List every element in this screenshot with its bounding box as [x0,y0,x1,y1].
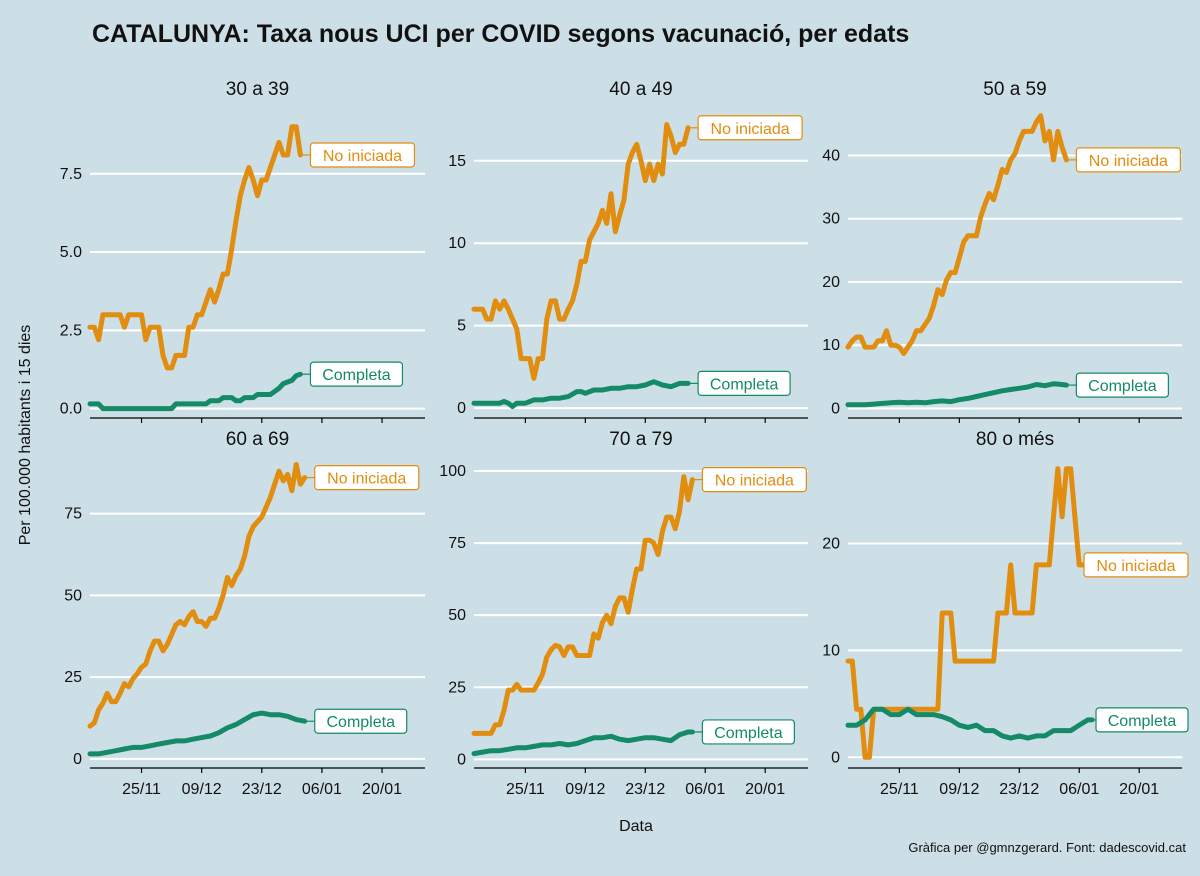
y-tick-label: 50 [64,587,82,604]
panel-title: 50 a 59 [983,79,1046,100]
y-tick-label: 0 [831,401,840,418]
y-tick-label: 50 [448,607,466,624]
series-label: Completa [322,367,391,384]
y-tick-label: 5.0 [60,244,82,261]
panel-title: 70 a 79 [609,429,672,450]
series-line-no-iniciada [87,124,303,371]
y-tick-label: 15 [448,153,466,170]
x-tick-label: 06/01 [685,781,725,798]
y-tick-label: 10 [448,235,466,252]
y-tick-label: 0 [73,751,82,768]
series-line-completa [87,371,303,412]
series-line-completa [845,706,1095,741]
panel-1: 30 a 39 0.0 2.5 5.0 7.5 No iniciada Completa [60,79,425,423]
x-tick-label: 23/12 [242,781,282,798]
x-tick-label: 23/12 [999,781,1039,798]
series-label-box [701,719,795,745]
series-label: Completa [1088,378,1157,395]
series-label: Completa [714,725,783,742]
series-label-box [1083,552,1189,578]
x-tick-label: 09/12 [182,781,222,798]
y-tick-label: 5 [457,318,466,335]
x-tick-label: 25/11 [880,781,919,798]
series-label-box [314,708,408,734]
y-tick-label: 30 [822,211,840,228]
chart-caption: Gràfica per @gmnzgerard. Font: dadescovi… [908,840,1186,855]
y-tick-label: 0 [457,400,466,417]
y-tick-label: 75 [64,506,82,523]
x-tick-label: 25/11 [122,781,161,798]
panel-6: 80 o més 0 10 20 25/11 09/12 23/12 06/01 20/01 No… [822,429,1189,798]
x-tick-label: 20/01 [1119,781,1159,798]
series-line-completa [87,710,308,757]
y-tick-label: 0 [457,751,466,768]
y-axis-label: Per 100.000 habitants i 15 dies [17,325,34,546]
panel-2: 40 a 49 0 5 10 15 No iniciada Completa [448,79,808,423]
series-label: Completa [327,714,396,731]
panel-title: 40 a 49 [609,79,672,100]
y-tick-label: 10 [822,337,840,354]
y-tick-label: 0.0 [60,401,82,418]
y-tick-label: 40 [822,147,840,164]
series-label: No iniciada [1096,558,1175,575]
series-line-completa [471,379,691,409]
series-label-box [701,467,807,493]
series-line-completa [471,729,695,757]
x-tick-label: 20/01 [362,781,402,798]
series-label-box [309,142,416,168]
x-tick-label: 06/01 [302,781,342,798]
series-label: Completa [1108,713,1177,730]
y-tick-label: 20 [822,536,840,553]
series-line-no-iniciada [845,113,1069,356]
x-axis-label: Data [619,818,653,835]
panel-3: 50 a 59 0 10 20 30 40 No iniciada Completa [822,79,1182,423]
series-label-box [314,465,420,491]
series-line-no-iniciada [87,462,308,729]
x-tick-label: 23/12 [625,781,665,798]
series-label: No iniciada [323,148,402,165]
series-label: Completa [710,376,779,393]
series-label: No iniciada [715,473,794,490]
y-tick-label: 100 [439,463,466,480]
y-tick-label: 7.5 [60,166,82,183]
x-tick-label: 25/11 [506,781,545,798]
series-label-box [1095,707,1189,733]
panel-5: 70 a 79 0 25 50 75 100 25/11 09/12 23/12 06/01 20/… [439,429,808,798]
series-label: No iniciada [711,121,790,138]
series-label-box [697,115,803,141]
x-tick-label: 20/01 [745,781,785,798]
series-label: No iniciada [1089,153,1168,170]
series-label-box [1075,372,1169,398]
panel-title: 60 a 69 [226,429,289,450]
series-label-box [309,361,404,387]
x-tick-label: 09/12 [565,781,605,798]
y-tick-label: 0 [831,749,840,766]
x-tick-label: 09/12 [939,781,979,798]
series-line-no-iniciada [471,122,691,381]
panel-title: 80 o més [976,429,1054,450]
series-label-box [697,370,791,396]
series-line-no-iniciada [845,466,1095,760]
x-tick-label: 06/01 [1059,781,1099,798]
panel-title: 30 a 39 [226,79,289,100]
chart-title: CATALUNYA: Taxa nous UCI per COVID segon… [92,20,909,48]
series-line-completa [845,381,1069,408]
y-tick-label: 20 [822,274,840,291]
y-tick-label: 25 [448,679,466,696]
y-tick-label: 75 [448,535,466,552]
panel-4: 60 a 69 0 25 50 75 25/11 09/12 23/12 06/01 20/01 N… [64,429,425,798]
series-label: No iniciada [327,471,406,488]
y-tick-label: 10 [822,642,840,659]
y-tick-label: 25 [64,669,82,686]
panel-grid: 30 a 390.02.55.07.5No iniciadaCompleta40… [60,79,1189,798]
y-tick-label: 2.5 [60,322,82,339]
series-line-no-iniciada [471,474,695,736]
series-label-box [1075,147,1181,173]
